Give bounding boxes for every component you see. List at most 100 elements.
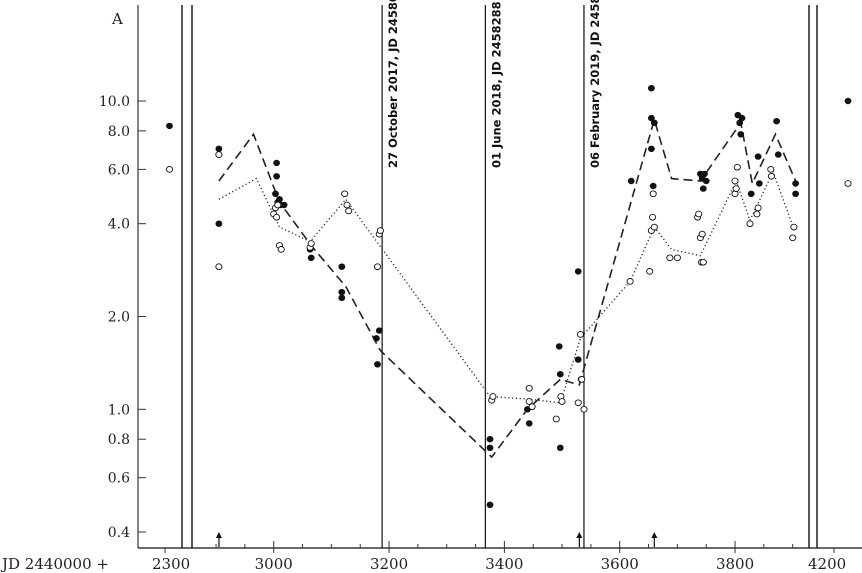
filled-point [273, 173, 280, 180]
open-point [649, 190, 657, 198]
filled-point [486, 444, 494, 451]
open-point [767, 166, 775, 173]
open-point [376, 227, 384, 234]
filled-point [486, 501, 494, 508]
open-point [215, 151, 223, 158]
filled-point [754, 153, 762, 160]
fit-curves [218, 116, 797, 459]
y-tick-label: 10.0 [99, 94, 130, 110]
epoch-arrowhead [215, 532, 222, 538]
open-point [753, 210, 761, 218]
filled-point [166, 122, 173, 130]
y-axis-label: A [111, 10, 123, 28]
open-point [649, 213, 657, 221]
filled-point [556, 444, 564, 451]
filled-point [280, 201, 288, 209]
open-point [790, 223, 798, 231]
open-point [578, 376, 586, 383]
filled-point [648, 145, 655, 153]
x-tick-label: 2300 [152, 555, 190, 573]
open-point [558, 398, 566, 405]
filled-point [556, 371, 564, 378]
open-point [789, 234, 797, 242]
open-point [215, 263, 223, 271]
open-point [732, 185, 740, 192]
open-point [373, 263, 382, 271]
filled-point [574, 268, 582, 275]
filled-point [215, 145, 223, 153]
open-point [341, 190, 349, 198]
filled-point [737, 131, 745, 138]
data-markers [165, 84, 852, 508]
open-point [695, 210, 703, 218]
y-tick-label: 0.6 [108, 471, 130, 487]
open-point [731, 177, 739, 185]
filled-point [699, 185, 707, 192]
filled-point [627, 177, 635, 185]
x-tick-label: 3400 [485, 555, 523, 573]
open-point [165, 166, 174, 173]
open-point [343, 201, 351, 209]
epoch-arrowhead [651, 532, 658, 538]
tick-marks [138, 100, 835, 553]
open-point [552, 415, 560, 423]
x-axis-prefix: JD 2440000 + [0, 555, 109, 573]
y-tick-label: 4.0 [108, 217, 130, 233]
y-tick-label: 1.0 [108, 402, 130, 418]
open-point [576, 331, 585, 338]
dashed-curve [218, 116, 797, 459]
open-point [345, 207, 353, 215]
open-point [673, 254, 681, 262]
filled-point [375, 327, 383, 334]
open-point [746, 220, 754, 228]
filled-point [649, 182, 657, 190]
open-point [489, 393, 497, 400]
x-tick-label: 3000 [255, 555, 293, 573]
plot-frame [137, 5, 862, 549]
open-point [767, 172, 775, 180]
filled-point [701, 170, 708, 178]
filled-point [574, 356, 582, 363]
open-point [698, 230, 706, 238]
event-label: 27 October 2017, JD 2458054 [386, 0, 400, 168]
filled-point [792, 180, 799, 187]
filled-point [215, 220, 223, 227]
open-point [844, 180, 852, 187]
filled-point [374, 361, 381, 368]
open-point [528, 403, 536, 411]
filled-point [273, 159, 280, 167]
y-tick-label: 0.8 [108, 432, 130, 448]
open-point [580, 405, 588, 413]
filled-point [773, 117, 780, 125]
open-point [525, 384, 533, 392]
open-point [574, 399, 582, 407]
filled-point [650, 119, 658, 127]
filled-point [525, 420, 533, 427]
filled-point [747, 190, 755, 198]
filled-point [774, 151, 782, 158]
filled-point [702, 177, 710, 185]
x-tick-label: 3800 [716, 555, 754, 573]
tick-labels: 10.0 8.0 6.0 4.0 2.0 1.0 0.8 0.6 0.4 2300 3000 3200… [99, 94, 846, 573]
open-point [307, 240, 315, 247]
open-point [733, 163, 741, 171]
y-tick-label: 6.0 [108, 162, 130, 178]
epoch-arrowhead [576, 532, 583, 538]
filled-point [338, 263, 346, 270]
filled-point [792, 190, 799, 198]
filled-point [486, 436, 494, 443]
open-point [699, 258, 707, 266]
filled-point [272, 190, 279, 198]
filled-point [372, 335, 380, 342]
filled-point [338, 294, 346, 301]
filled-point [738, 114, 746, 122]
open-point [274, 201, 282, 209]
filled-point [555, 343, 563, 350]
open-point [626, 278, 634, 285]
dotted-curve [218, 169, 796, 404]
open-point [277, 246, 285, 253]
open-point [273, 213, 281, 221]
event-lines: 27 October 2017, JD 2458054 01 June 2018,… [381, 0, 602, 548]
